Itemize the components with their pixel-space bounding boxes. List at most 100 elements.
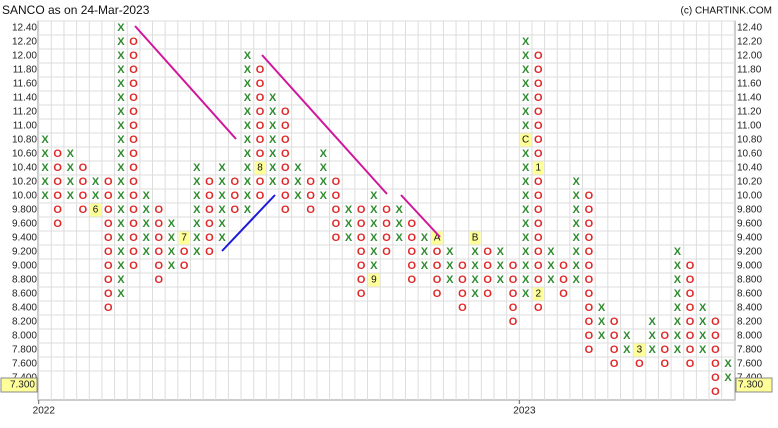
pf-box: X [674,274,682,286]
pf-box: X [522,120,530,132]
pf-box: X [674,316,682,328]
month-marker-box [633,343,645,357]
pf-box: X [218,162,226,174]
month-marker-box [368,273,380,287]
pf-box: X [117,162,125,174]
y-tick-label: 12.20 [737,37,762,48]
pf-box: O [281,148,290,160]
month-marker: 1 [535,163,541,174]
pf-box: O [281,162,290,174]
pf-box: O [281,204,290,216]
pf-box: O [534,64,543,76]
pf-box: X [674,330,682,342]
pf-box: O [357,274,366,286]
pf-box: X [395,218,403,230]
pf-box: O [306,176,315,188]
pf-box: O [585,302,594,314]
pf-box: X [117,204,125,216]
month-marker-box [520,133,532,147]
pf-box: O [610,358,619,370]
month-marker: B [472,233,479,244]
pf-box: O [686,344,695,356]
pf-box: O [686,260,695,272]
pf-box: O [256,176,265,188]
x-tick-label: 2023 [513,406,536,417]
pf-box: X [573,218,581,230]
pf-box: O [357,204,366,216]
pf-box: O [686,330,695,342]
pf-box: O [129,162,138,174]
pf-box: O [534,190,543,202]
pf-box: X [446,260,454,272]
pf-box: X [674,260,682,272]
pf-box: X [117,274,125,286]
pf-box: O [534,106,543,118]
month-marker: 6 [93,205,99,216]
y-tick-label: 12.00 [737,51,762,62]
pf-box: X [269,106,277,118]
pf-box: O [205,218,214,230]
last-price-box [735,377,773,393]
pf-box: O [610,316,619,328]
pf-box: O [433,288,442,300]
y-tick-label: 10.20 [737,177,762,188]
y-tick-label: 9.400 [12,233,37,244]
pf-box: X [522,50,530,62]
y-tick-label: 10.80 [12,135,37,146]
y-tick-label: 9.000 [737,261,762,272]
pf-box: X [244,64,252,76]
pf-box: X [522,260,530,272]
pf-box: O [534,134,543,146]
pf-box: O [281,120,290,132]
pf-box: X [395,232,403,244]
pf-box: X [244,92,252,104]
pf-box: O [104,232,113,244]
y-tick-label: 10.40 [12,163,37,174]
pf-box: O [559,274,568,286]
month-marker: C [522,135,529,146]
pf-box: X [117,92,125,104]
pf-box: X [218,204,226,216]
pf-box: O [458,288,467,300]
y-tick-label: 11.60 [737,79,762,90]
pf-box: X [269,162,277,174]
pf-box: O [357,246,366,258]
pf-box: X [674,246,682,258]
pf-box: O [205,232,214,244]
pf-box: X [522,176,530,188]
y-tick-label: 11.80 [737,65,762,76]
pf-box: O [256,64,265,76]
pf-box: O [53,218,62,230]
month-marker: 7 [181,233,187,244]
pf-box: O [483,246,492,258]
pf-box: O [104,302,113,314]
pf-box: X [446,274,454,286]
pf-box: O [129,260,138,272]
pf-box: X [117,22,125,34]
pf-box: X [370,232,378,244]
y-tick-label: 11.20 [13,107,38,118]
month-marker-box [532,287,544,301]
pf-box: X [193,246,201,258]
pf-box: X [421,260,429,272]
pf-box: O [458,302,467,314]
pf-box: O [711,372,720,384]
pf-box: O [104,218,113,230]
pf-box: O [559,288,568,300]
pf-box: X [623,330,631,342]
pf-box: O [104,204,113,216]
pf-box: X [193,176,201,188]
pf-box: O [256,120,265,132]
pf-box: X [522,36,530,48]
y-tick-label: 8.800 [737,275,762,286]
month-marker-box [532,161,544,175]
pf-box: O [635,358,644,370]
pf-box: O [155,218,164,230]
pf-box: X [320,162,328,174]
pf-box: X [117,288,125,300]
pf-box: O [483,274,492,286]
pf-box: O [660,330,669,342]
pf-box: X [522,274,530,286]
pf-box: O [585,316,594,328]
